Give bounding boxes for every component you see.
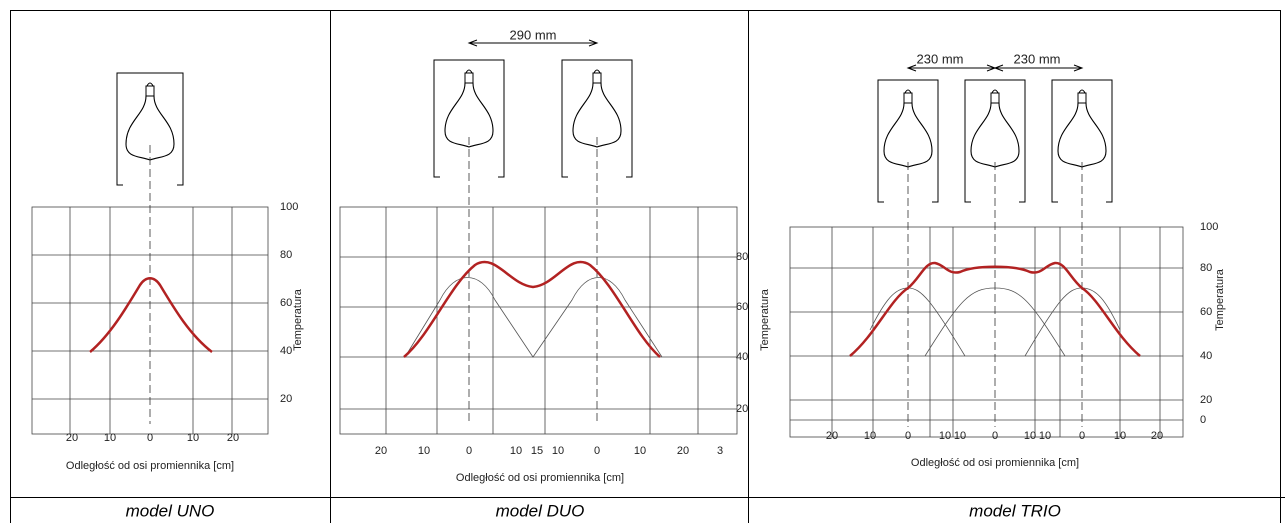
x-tick-label: 10 (510, 445, 522, 457)
single-lamp-curve (869, 287, 966, 357)
y-tick-label: 80 (736, 251, 748, 263)
y-tick-label: 0 (1200, 414, 1206, 426)
x-tick-label: 10 (1024, 430, 1036, 442)
y-tick-label: 80 (1200, 262, 1212, 274)
bulb-tip (593, 69, 601, 74)
lamp-socket (592, 72, 602, 84)
y-axis-label: Temperatura (292, 288, 304, 351)
x-tick-label: 0 (147, 432, 153, 444)
x-tick-label: 10 (954, 430, 966, 442)
dimension-line (467, 39, 599, 47)
x-tick-label: 0 (1079, 430, 1085, 442)
x-tick-label: 20 (375, 445, 387, 457)
lamp-socket (145, 85, 155, 97)
single-lamp-curve (1024, 287, 1121, 357)
table-frame (10, 10, 1285, 523)
lamp-socket (903, 92, 913, 104)
y-tick-label: 100 (280, 201, 298, 213)
dimension-label: 230 mm (917, 51, 964, 66)
bulb-tip (991, 89, 999, 94)
x-tick-label: 0 (466, 445, 472, 457)
lamp-housing (964, 79, 1026, 203)
y-tick-label: 100 (1200, 221, 1218, 233)
single-lamp-curve (404, 277, 663, 358)
y-tick-label: 40 (280, 345, 292, 357)
x-tick-label: 10 (1039, 430, 1051, 442)
lamp-socket (990, 92, 1000, 104)
temperature-curve (849, 261, 1141, 357)
y-axis-label: Temperatura (759, 288, 771, 351)
y-tick-label: 20 (280, 393, 292, 405)
temperature-curve (403, 260, 661, 358)
x-tick-label: 20 (66, 432, 78, 444)
lamp-housing (116, 72, 184, 186)
bulb (572, 82, 622, 148)
x-tick-label: 10 (187, 432, 199, 444)
x-axis-label: Odległość od osi promiennika [cm] (66, 460, 234, 472)
x-tick-label: 10 (418, 445, 430, 457)
lamp-socket (464, 72, 474, 84)
dimension-label: 230 mm (1014, 51, 1061, 66)
lamp-housing (561, 59, 633, 178)
y-tick-label: 20 (1200, 394, 1212, 406)
chart-frame (339, 206, 738, 435)
y-tick-label: 40 (1200, 350, 1212, 362)
x-tick-label: 20 (1151, 430, 1163, 442)
lamp-housing (1051, 79, 1113, 203)
y-tick-label: 80 (280, 249, 292, 261)
x-tick-label: 10 (634, 445, 646, 457)
single-lamp-curve (924, 287, 1066, 357)
bulb-tip (146, 82, 154, 87)
x-tick-label: 10 (864, 430, 876, 442)
y-axis-label: Temperatura (1214, 268, 1226, 331)
y-tick-label: 40 (736, 351, 748, 363)
bulb-tip (465, 69, 473, 74)
dimension-label: 290 mm (510, 27, 557, 42)
bulb-tip (904, 89, 912, 94)
bulb (970, 102, 1020, 168)
lamp-housing (877, 79, 939, 203)
x-tick-label: 10 (104, 432, 116, 444)
x-tick-label: 0 (594, 445, 600, 457)
x-tick-label: 20 (677, 445, 689, 457)
caption: model UNO (126, 501, 215, 520)
x-tick-label: 20 (227, 432, 239, 444)
x-tick-label: 20 (826, 430, 838, 442)
y-tick-label: 20 (736, 403, 748, 415)
bulb (444, 82, 494, 148)
lamp-socket (1077, 92, 1087, 104)
bulb (1057, 102, 1107, 168)
y-tick-label: 60 (736, 301, 748, 313)
y-tick-label: 60 (280, 297, 292, 309)
x-tick-label: 15 (531, 445, 543, 457)
caption: model TRIO (969, 501, 1061, 520)
caption: model DUO (496, 501, 585, 520)
x-tick-label: 10 (552, 445, 564, 457)
x-tick-label: 3 (717, 445, 723, 457)
x-tick-label: 10 (939, 430, 951, 442)
bulb-tip (1078, 89, 1086, 94)
dimension-arrows (986, 64, 1004, 72)
bulb (883, 102, 933, 168)
lamp-housing (433, 59, 505, 178)
temperature-curve (89, 277, 213, 353)
x-axis-label: Odległość od osi promiennika [cm] (911, 457, 1079, 469)
y-tick-label: 60 (1200, 306, 1212, 318)
x-tick-label: 0 (992, 430, 998, 442)
x-tick-label: 0 (905, 430, 911, 442)
chart-frame (789, 226, 1184, 438)
x-axis-label: Odległość od osi promiennika [cm] (456, 472, 624, 484)
x-tick-label: 10 (1114, 430, 1126, 442)
